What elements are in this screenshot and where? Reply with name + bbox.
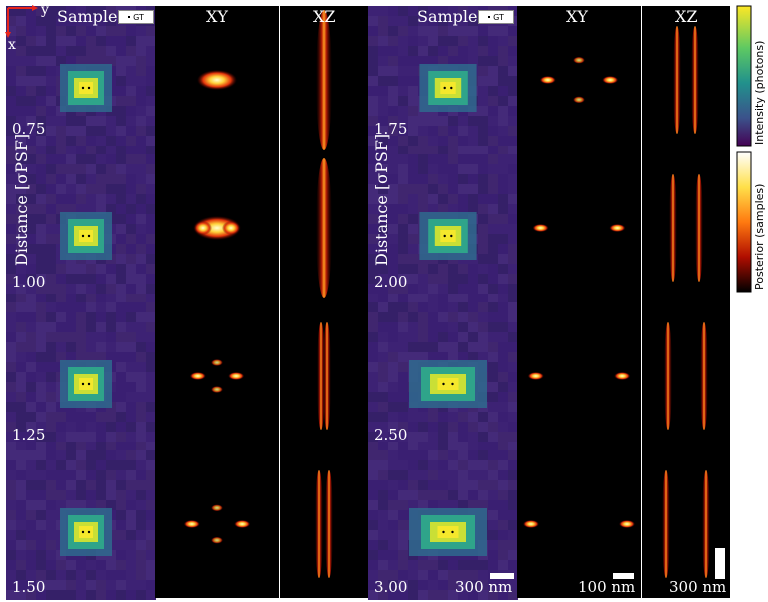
intensity-colorbar-label: Intensity (photons)	[753, 40, 766, 145]
header-sample-right: Sample	[417, 7, 478, 26]
gt-label: GT	[493, 12, 504, 22]
header-xz-right: XZ	[675, 7, 698, 26]
row-axis-label-left: Distance [σPSF]	[12, 133, 31, 266]
gt-label: GT	[133, 12, 144, 22]
distance-label: 1.50	[12, 578, 46, 596]
scalebar-xy	[613, 573, 634, 579]
distance-label: 1.25	[12, 426, 46, 444]
row-axis-label-right: Distance [σPSF]	[372, 133, 391, 266]
axes-indicator	[5, 5, 38, 38]
distance-label: 1.00	[12, 273, 46, 291]
gt-marker-icon	[488, 16, 491, 18]
scalebar-sample	[490, 573, 514, 579]
posterior-colorbar	[736, 151, 752, 293]
distance-label: 2.00	[374, 273, 408, 291]
distance-label: 1.75	[374, 120, 408, 138]
gt-legend-left: GT	[118, 10, 154, 24]
header-sample-left: Sample	[57, 7, 118, 26]
posterior-colorbar-label: Posterior (samples)	[753, 183, 766, 290]
scalebar-xz-label: 300 nm	[669, 578, 727, 596]
gt-marker-icon	[128, 16, 131, 18]
header-xz-left: XZ	[313, 7, 336, 26]
header-xy-left: XY	[206, 7, 228, 26]
gt-legend-right: GT	[478, 10, 514, 24]
y-axis-letter: y	[41, 2, 49, 18]
intensity-colorbar	[736, 5, 752, 147]
scalebar-xz	[715, 548, 725, 579]
header-xy-right: XY	[566, 7, 588, 26]
distance-label: 2.50	[374, 426, 408, 444]
scalebar-xy-label: 100 nm	[578, 578, 636, 596]
scalebar-sample-label: 300 nm	[455, 578, 513, 596]
x-axis-letter: x	[8, 37, 16, 53]
distance-label: 3.00	[374, 578, 408, 596]
distance-label: 0.75	[12, 120, 46, 138]
